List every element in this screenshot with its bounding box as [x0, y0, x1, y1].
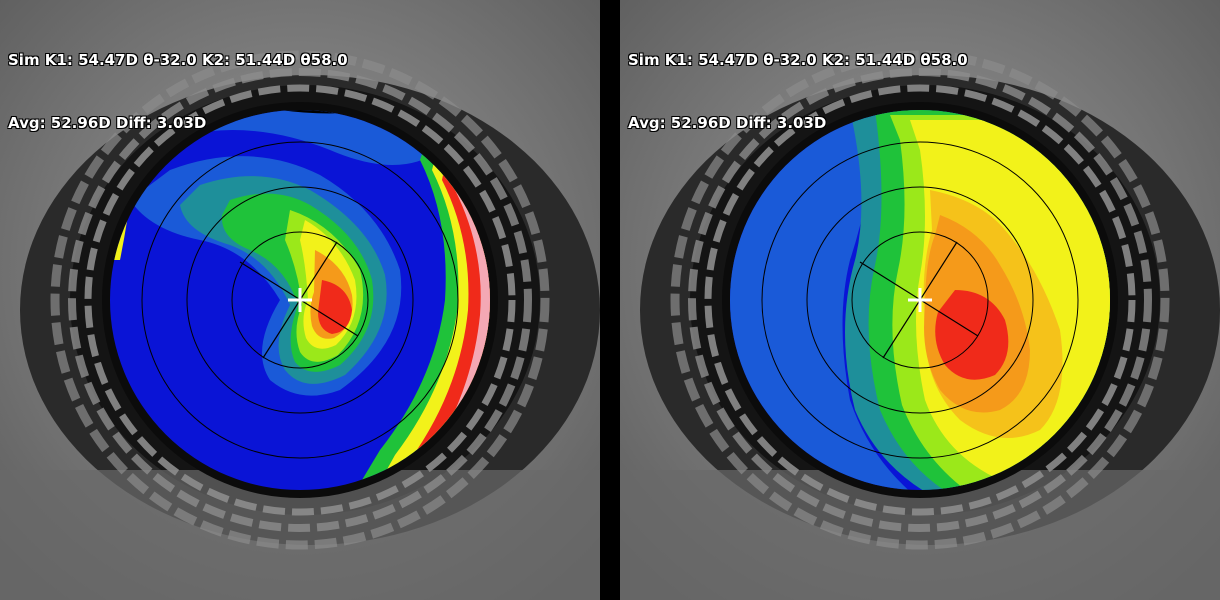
left-readout-average: Avg: 52.96D Diff: 3.03D	[8, 114, 207, 132]
right-readout-k-values: Sim K1: 54.47D θ-32.0 K2: 51.44D θ58.0	[628, 51, 968, 69]
left-eye-image	[0, 0, 600, 600]
right-eye-image	[620, 0, 1220, 600]
panel-divider	[600, 0, 620, 600]
right-readout: Sim K1: 54.47D θ-32.0 K2: 51.44D θ58.0 A…	[628, 8, 968, 176]
right-readout-average: Avg: 52.96D Diff: 3.03D	[628, 114, 827, 132]
right-topography-panel: Sim K1: 54.47D θ-32.0 K2: 51.44D θ58.0 A…	[620, 0, 1220, 600]
left-center-cross	[288, 288, 312, 312]
right-center-cross	[908, 288, 932, 312]
left-readout-k-values: Sim K1: 54.47D θ-32.0 K2: 51.44D θ58.0	[8, 51, 348, 69]
right-zone-rings	[761, 141, 1079, 459]
left-topography-panel: Sim K1: 54.47D θ-32.0 K2: 51.44D θ58.0 A…	[0, 0, 600, 600]
left-zone-rings	[141, 141, 459, 459]
left-readout: Sim K1: 54.47D θ-32.0 K2: 51.44D θ58.0 A…	[8, 8, 348, 176]
